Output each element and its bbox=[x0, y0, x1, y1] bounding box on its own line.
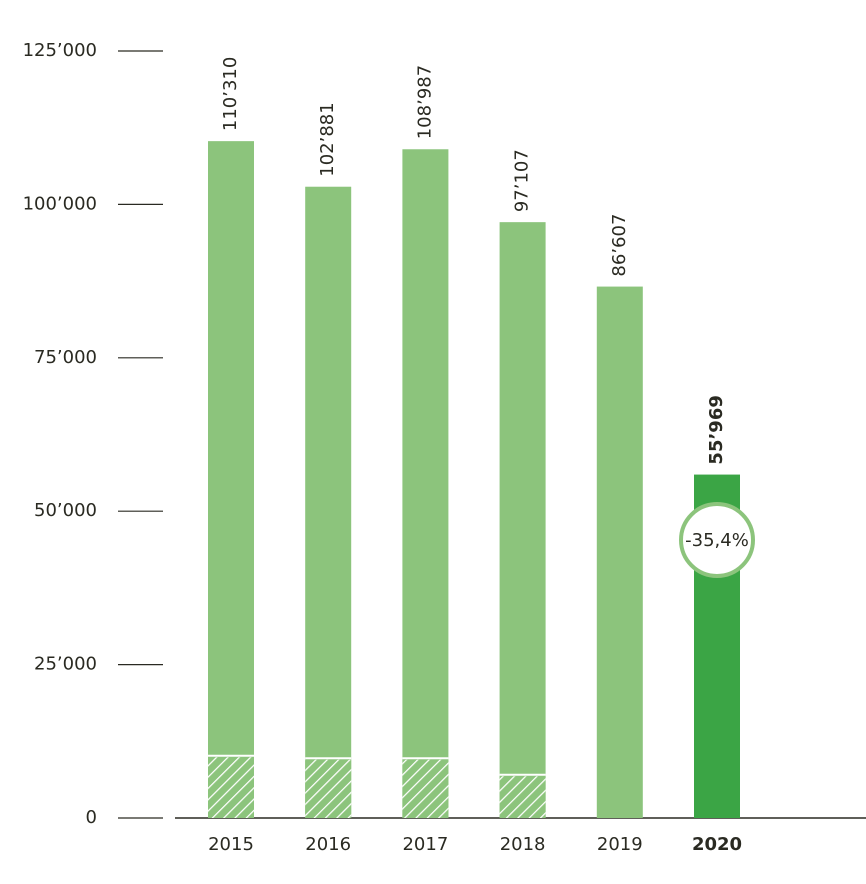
x-tick-label: 2018 bbox=[500, 834, 546, 855]
y-tick-label: 100’000 bbox=[23, 193, 97, 214]
hatched-segment bbox=[208, 757, 254, 818]
hatched-segment bbox=[402, 759, 449, 818]
hatched-segment bbox=[305, 759, 352, 818]
y-tick-label: 0 bbox=[86, 807, 97, 828]
x-tick-label: 2016 bbox=[305, 834, 351, 855]
y-tick-label: 25’000 bbox=[34, 654, 97, 675]
bar bbox=[305, 186, 352, 819]
x-tick-label: 2020 bbox=[692, 834, 742, 855]
y-tick-label: 75’000 bbox=[34, 347, 97, 368]
bar bbox=[596, 286, 643, 818]
y-tick-label: 125’000 bbox=[23, 40, 97, 61]
bar bbox=[402, 149, 449, 819]
value-label: 97’107 bbox=[512, 149, 533, 212]
value-label: 86’607 bbox=[609, 214, 630, 277]
bar bbox=[499, 222, 546, 819]
annotation-circle bbox=[679, 502, 755, 578]
hatched-segment bbox=[499, 776, 546, 818]
y-tick-label: 50’000 bbox=[34, 500, 97, 521]
x-tick-label: 2017 bbox=[402, 834, 448, 855]
annotation: -35,4% bbox=[685, 530, 749, 551]
value-label: 108’987 bbox=[414, 65, 435, 139]
x-tick-label: 2015 bbox=[208, 834, 254, 855]
value-label: 110’310 bbox=[220, 57, 241, 131]
bar bbox=[208, 141, 254, 819]
value-label: 102’881 bbox=[317, 102, 338, 176]
x-tick-label: 2019 bbox=[597, 834, 643, 855]
value-label: 55’969 bbox=[706, 395, 727, 464]
